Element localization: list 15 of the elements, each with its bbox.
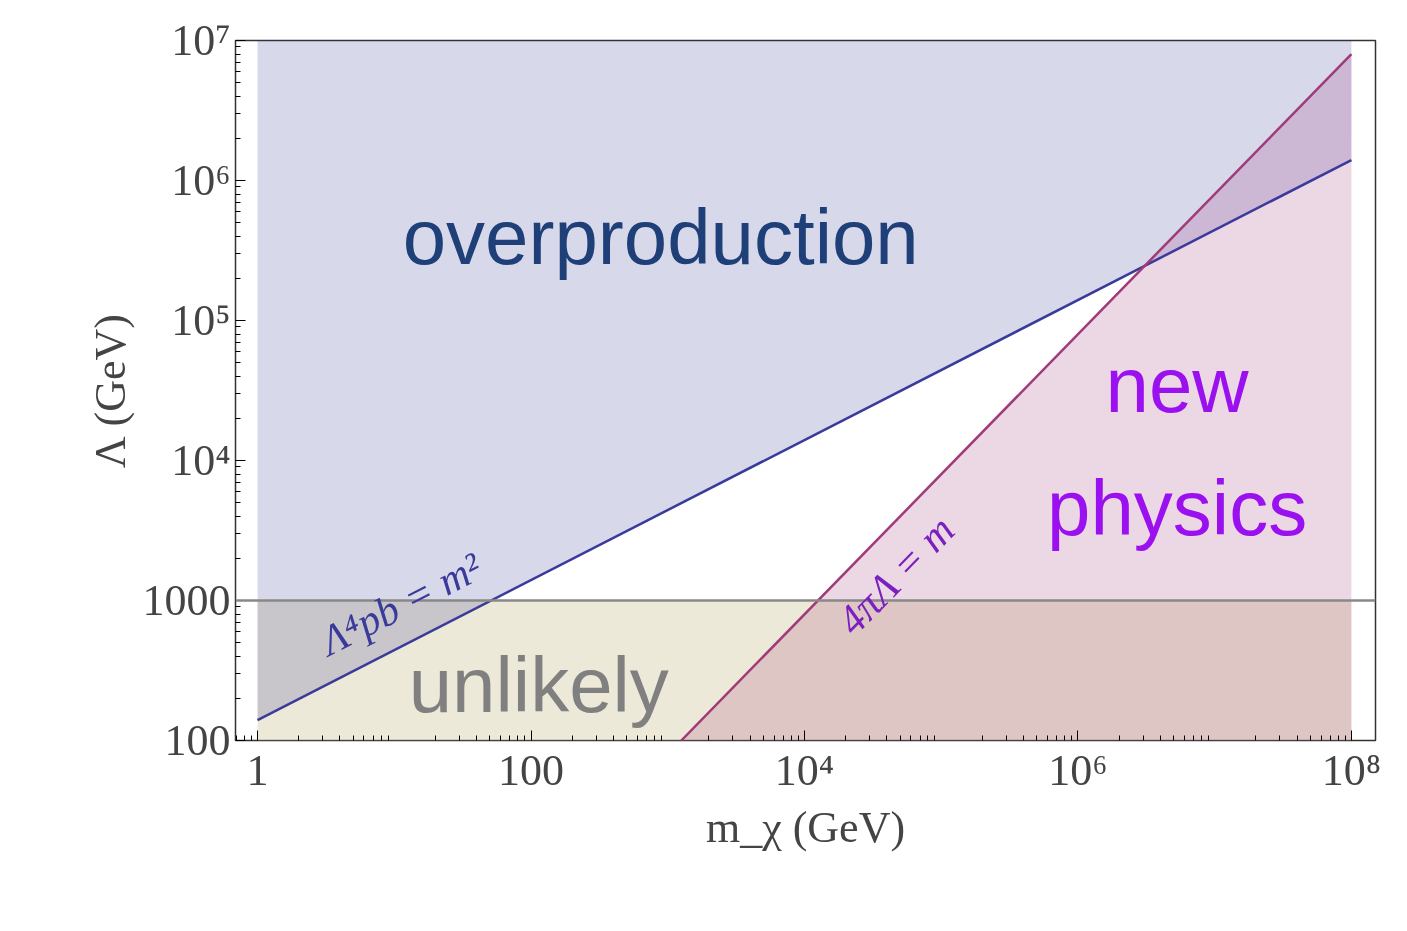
y-tick-label: 10⁶	[171, 156, 231, 205]
x-tick-label: 10⁸	[1321, 745, 1382, 795]
x-tick-label: 10⁴	[774, 745, 835, 795]
x-axis-title: m_χ (GeV)	[705, 802, 906, 852]
y-tick-label: 10⁷	[171, 16, 231, 65]
annotation: new physics	[1047, 340, 1308, 553]
x-tick-label: 10⁶	[1048, 745, 1108, 795]
y-tick-label: 10⁵	[171, 296, 231, 345]
text: 4πΛ = m	[828, 506, 964, 644]
annotation: overproduction	[402, 192, 919, 281]
y-axis-title: Λ (GeV)	[85, 313, 135, 469]
y-tick-label: 10⁴	[171, 436, 231, 485]
y-tick-label: 1000	[142, 576, 231, 625]
x-tick-label: 1	[246, 745, 269, 795]
x-tick-label: 100	[498, 745, 565, 795]
